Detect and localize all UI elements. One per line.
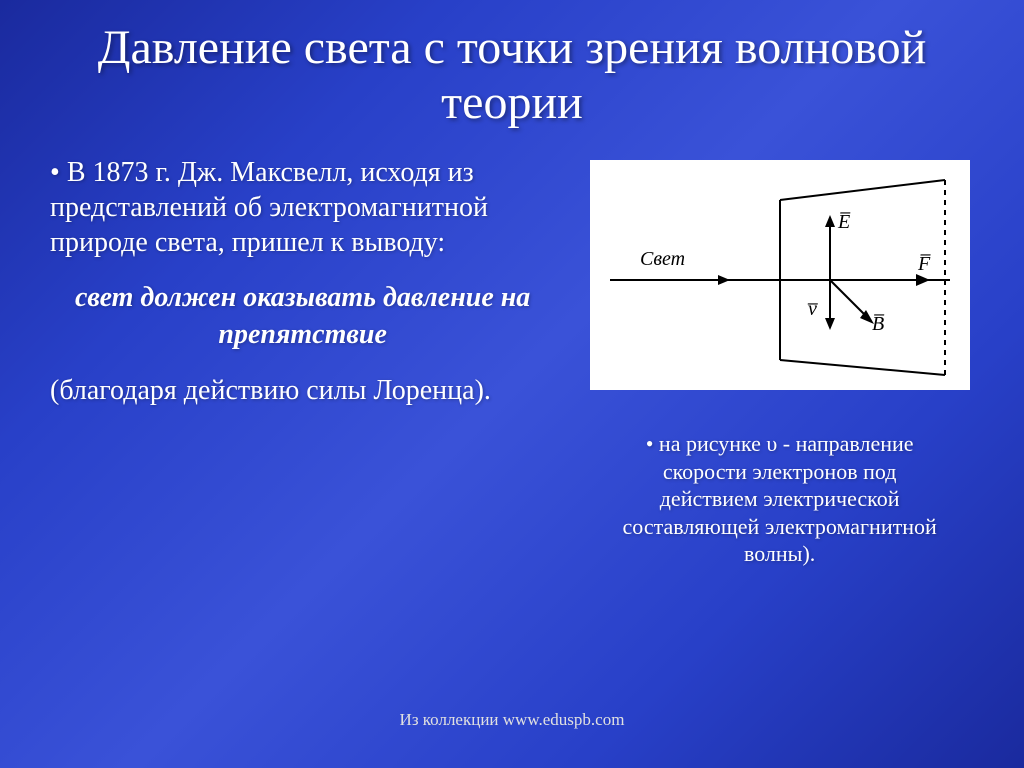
svg-text:B̅: B̅	[872, 313, 885, 335]
slide-title: Давление света с точки зрения волновой т…	[50, 20, 974, 130]
right-column: Свет E̅ v̅	[585, 155, 974, 710]
paren-text: (благодаря действию силы Лоренца).	[50, 373, 555, 408]
physics-diagram-svg: Свет E̅ v̅	[600, 170, 960, 380]
left-column: В 1873 г. Дж. Максвелл, исходя из предст…	[50, 155, 555, 710]
svg-text:F̅: F̅	[917, 253, 932, 275]
light-label: Свет	[640, 248, 685, 270]
slide: Давление света с точки зрения волновой т…	[0, 0, 1024, 768]
content-row: В 1873 г. Дж. Максвелл, исходя из предст…	[50, 155, 974, 710]
svg-text:E̅: E̅	[837, 211, 851, 233]
intro-text: В 1873 г. Дж. Максвелл, исходя из предст…	[50, 155, 555, 260]
diagram: Свет E̅ v̅	[590, 160, 970, 390]
svg-text:v̅: v̅	[806, 298, 818, 320]
emphasis-text: свет должен оказывать давление на препят…	[50, 280, 555, 353]
diagram-caption: на рисунке υ - направление скорости элек…	[620, 430, 940, 568]
footer-text: Из коллекции www.eduspb.com	[50, 710, 974, 738]
